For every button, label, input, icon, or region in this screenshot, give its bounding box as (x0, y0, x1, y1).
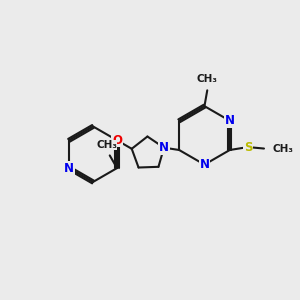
Text: CH₃: CH₃ (272, 143, 293, 154)
Text: N: N (64, 162, 74, 175)
Text: O: O (112, 134, 122, 147)
Text: N: N (225, 114, 235, 127)
Text: N: N (159, 141, 169, 154)
Text: CH₃: CH₃ (197, 74, 218, 84)
Text: S: S (244, 141, 252, 154)
Text: N: N (200, 158, 209, 171)
Text: CH₃: CH₃ (96, 140, 117, 150)
